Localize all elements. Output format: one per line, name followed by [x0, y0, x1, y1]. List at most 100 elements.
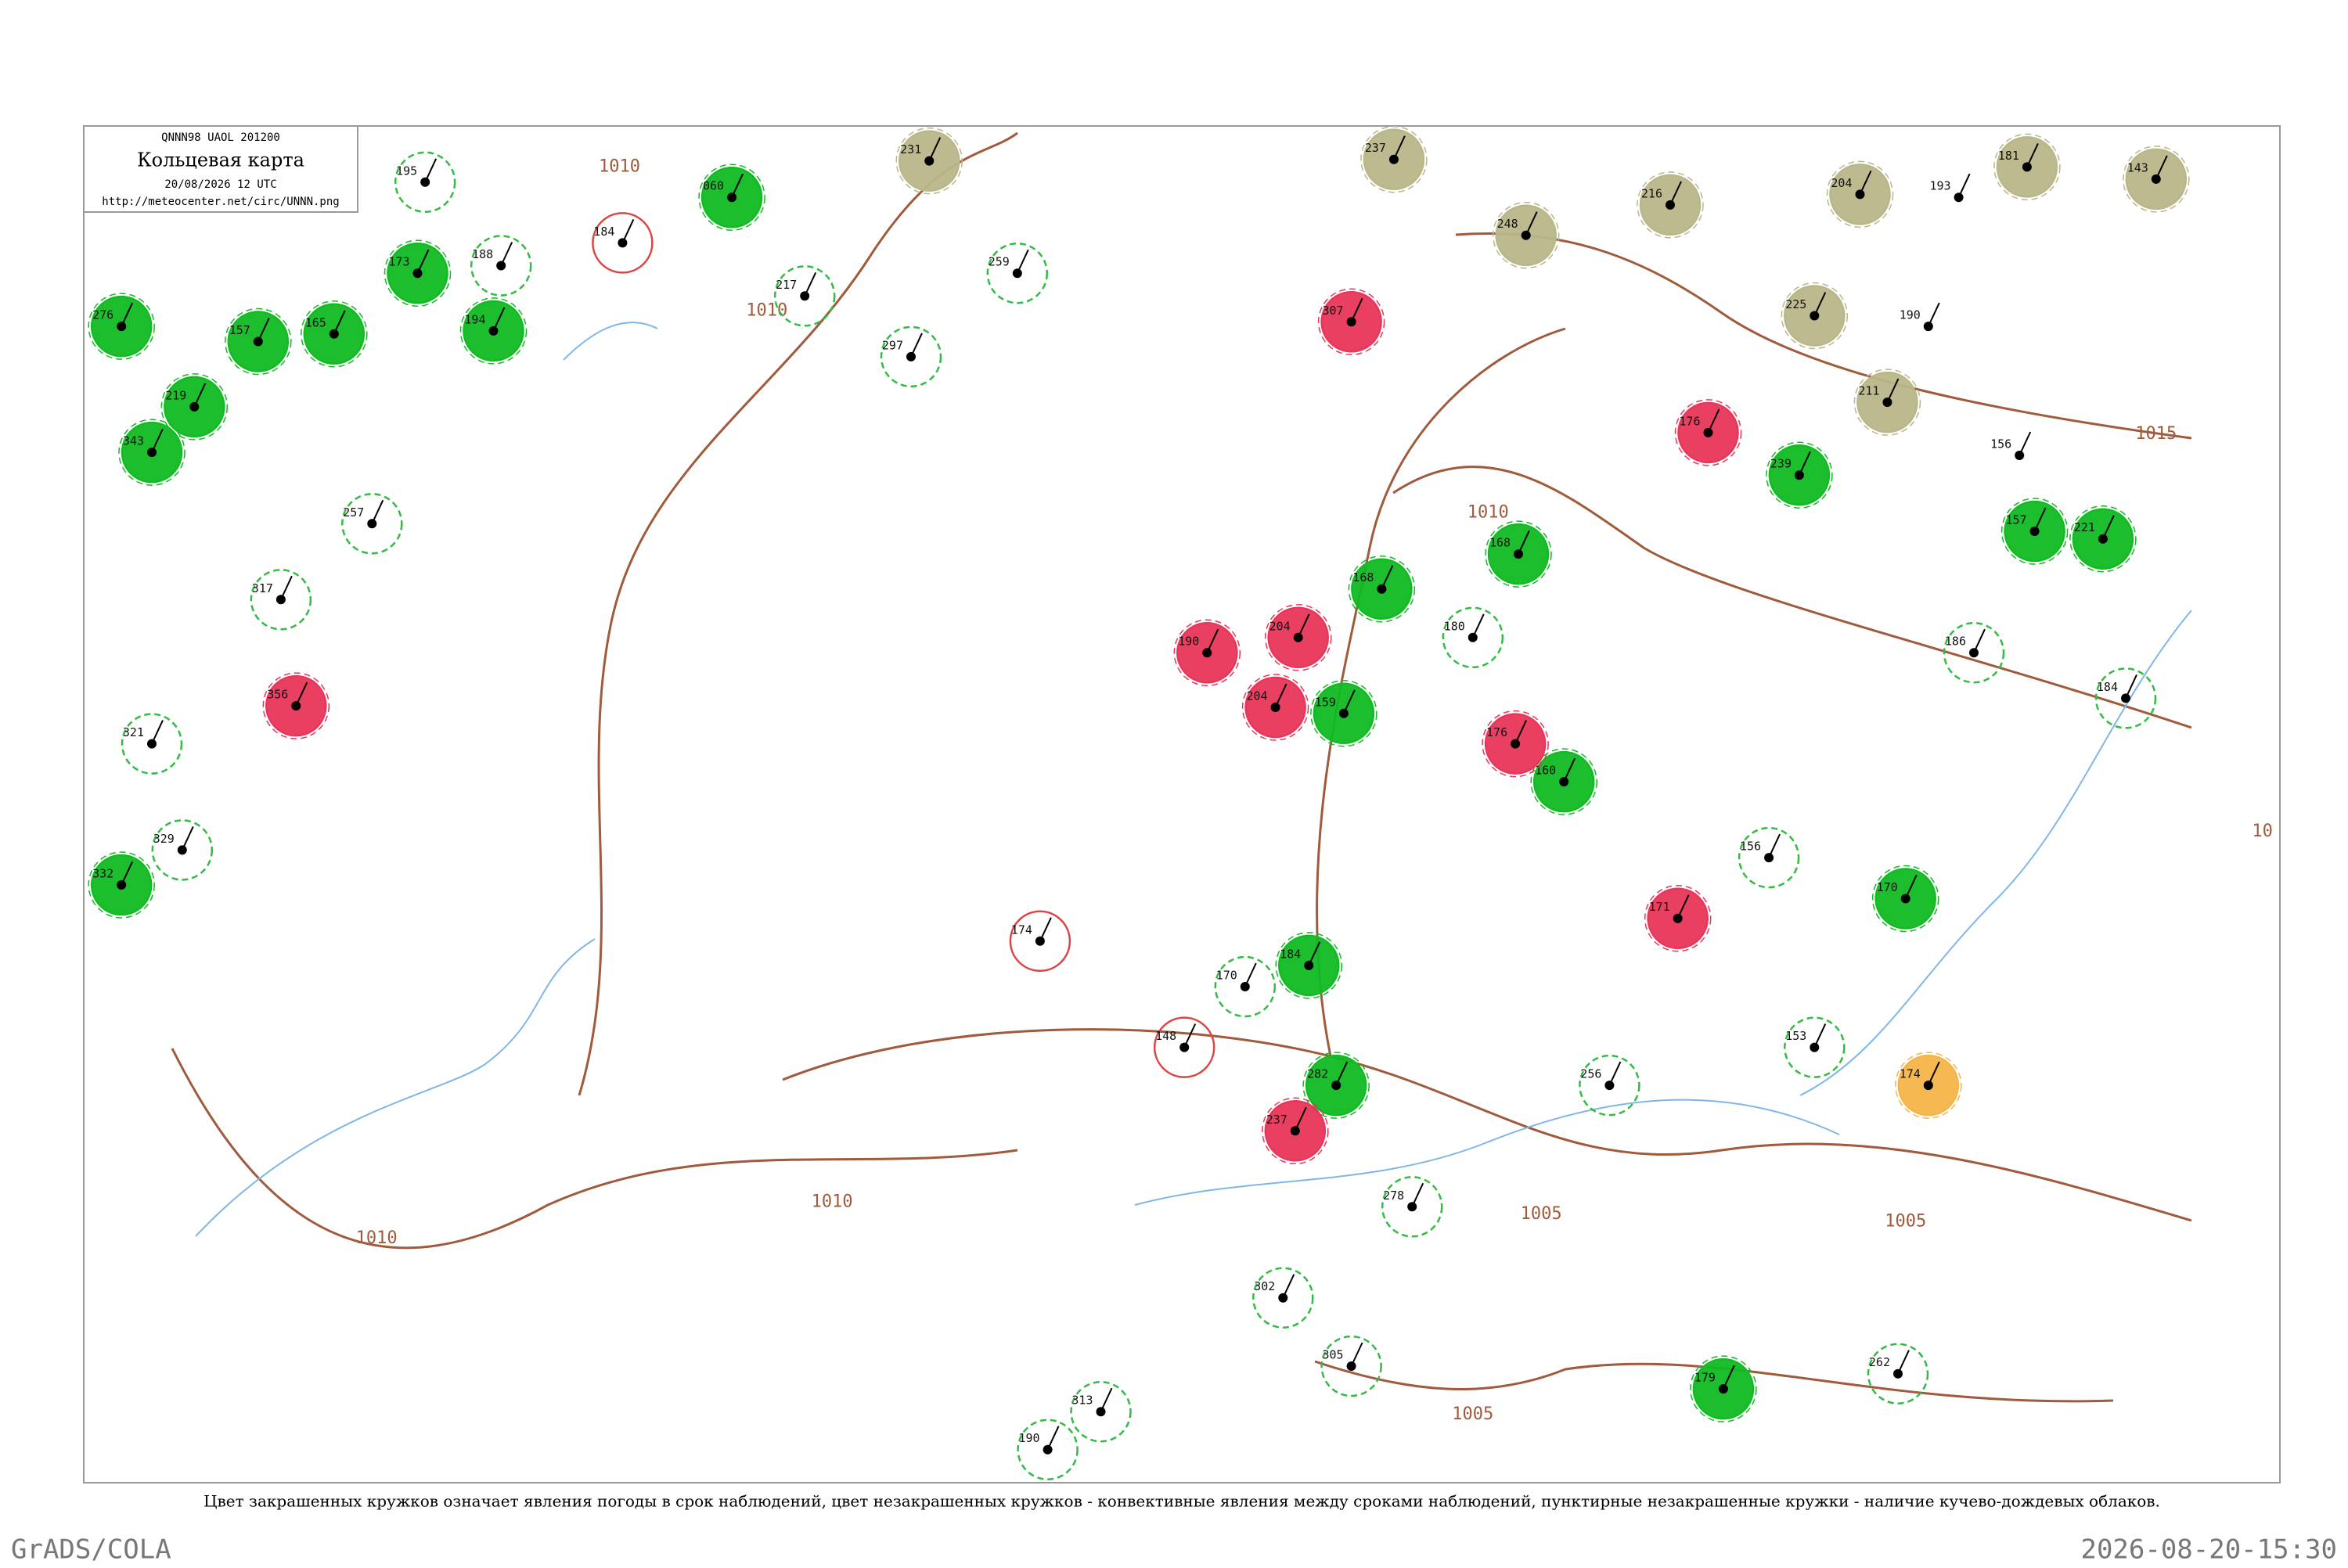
station-ring: [394, 151, 456, 214]
footer-right: 2026-08-20-15:30: [2080, 1534, 2337, 1566]
station-ring-outer: [1690, 1355, 1757, 1422]
station-value: 180: [1444, 619, 1465, 633]
station-ring-outer: [1492, 201, 1560, 269]
station-value: 165: [305, 315, 326, 329]
station-ring-outer: [895, 127, 963, 195]
station-wind: [424, 158, 438, 183]
station-value: 332: [92, 867, 113, 881]
station-wind: [1342, 689, 1356, 714]
station-value: 329: [153, 832, 175, 846]
header-title: Кольцевая карта: [137, 149, 304, 171]
station-value: 276: [92, 308, 113, 322]
station-ring: [1153, 1016, 1215, 1078]
station-wind: [416, 249, 430, 274]
station-ring-outer: [1264, 604, 1332, 671]
station-value: 256: [1580, 1067, 1601, 1081]
station-ring-outer: [301, 300, 368, 368]
station-value: 216: [1641, 186, 1662, 200]
station-value: 190: [1900, 308, 1921, 322]
station-ring-outer: [1485, 520, 1552, 588]
station-ring: [592, 212, 654, 274]
station-ring-outer: [1895, 1052, 1962, 1119]
header-date: 20/08/2026 12 UTC: [164, 178, 276, 191]
station-value: 217: [776, 278, 797, 292]
station-wind: [121, 302, 134, 327]
station-value: 157: [2006, 513, 2027, 527]
station-wind: [371, 499, 384, 524]
station-value: 174: [1900, 1067, 1921, 1081]
station-wind: [1297, 613, 1310, 638]
station-ring-outer: [262, 672, 330, 739]
station-value: 143: [2127, 160, 2148, 174]
station-wind: [1768, 833, 1781, 858]
station-ring-outer: [1241, 674, 1309, 741]
station-dot: [727, 192, 737, 203]
station-ring: [1214, 955, 1277, 1018]
station-value: 297: [882, 338, 903, 352]
station-value: 176: [1486, 725, 1507, 739]
station-wind: [193, 383, 207, 408]
station-ring-outer: [1317, 288, 1385, 356]
station-wind: [1722, 1365, 1735, 1390]
station-wind: [1563, 757, 1576, 782]
station-wind: [928, 137, 942, 162]
station-ring-outer: [1310, 680, 1377, 747]
station-ring: [1381, 1176, 1443, 1238]
station-wind: [1183, 1023, 1197, 1048]
station-ring-outer: [1674, 399, 1742, 466]
station-wind: [2018, 431, 2032, 456]
station-value: 282: [1307, 1067, 1328, 1081]
station-value: 219: [165, 388, 186, 402]
station-value: 204: [1269, 619, 1291, 633]
station-ring: [470, 235, 532, 297]
station-value: 173: [388, 255, 409, 269]
station-ring-outer: [2123, 146, 2190, 213]
station-value: 195: [396, 164, 417, 178]
station-value: 221: [2074, 520, 2095, 534]
station-value: 153: [1785, 1029, 1806, 1043]
station-value: 190: [1019, 1431, 1040, 1445]
station-ring-outer: [1262, 1097, 1329, 1165]
station-wind: [500, 242, 513, 266]
station-ring: [151, 819, 214, 881]
station-ring: [1943, 621, 2005, 684]
station-ring: [1017, 1419, 1079, 1480]
station-wind: [2155, 155, 2168, 180]
station-wind: [151, 428, 164, 453]
station-ring: [1738, 826, 1800, 889]
station-wind: [1046, 1426, 1060, 1451]
station-value: 343: [123, 434, 144, 448]
station-value: 160: [1535, 764, 1556, 778]
header-code: QNNN98 UAOL 201200: [161, 131, 280, 144]
station-dot: [1954, 192, 1964, 203]
isobar-label: 1005: [1521, 1204, 1562, 1224]
station-value: 184: [2097, 680, 2118, 694]
station-value: 156: [1740, 840, 1761, 854]
station-wind: [1957, 173, 1971, 198]
station-ring: [250, 569, 312, 631]
station-wind: [279, 575, 293, 600]
station-wind: [1897, 1350, 1910, 1375]
station-ring-outer: [1993, 133, 2061, 201]
station-value: 237: [1266, 1113, 1287, 1127]
station-ring: [773, 265, 836, 327]
station-wind: [1411, 1182, 1424, 1207]
station-ring: [880, 325, 942, 388]
station-ring-outer: [1482, 710, 1549, 778]
station-value: 259: [989, 255, 1010, 269]
station-wind: [621, 218, 635, 243]
station-value: 190: [1178, 635, 1199, 649]
station-ring-outer: [1348, 555, 1416, 623]
station-wind: [2026, 142, 2039, 167]
isobar-label: 1015: [2135, 424, 2177, 444]
station-wind: [1381, 565, 1394, 590]
station-ring-outer: [88, 851, 155, 919]
station-ring-outer: [698, 164, 765, 231]
station-ring-outer: [1766, 441, 1833, 509]
station-ring-outer: [118, 419, 185, 486]
station-value: 278: [1383, 1189, 1404, 1203]
station-wind: [1927, 1061, 1940, 1086]
isobar-label: 10: [2252, 822, 2273, 841]
